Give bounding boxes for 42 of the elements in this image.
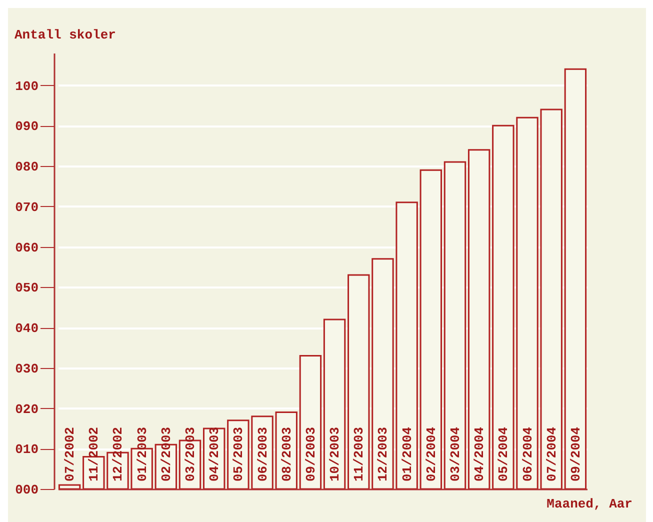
y-tick-label: 050 xyxy=(15,280,39,296)
x-tick-label: 05/2004 xyxy=(496,426,512,482)
y-tick-label: 060 xyxy=(15,240,39,256)
bar xyxy=(420,169,442,490)
x-tick-label: 12/2003 xyxy=(376,426,391,482)
x-tick-label: 01/2004 xyxy=(400,426,415,482)
x-tick-label: 04/2003 xyxy=(207,426,222,482)
x-tick-label: 09/2003 xyxy=(303,426,318,482)
x-tick-label: 07/2004 xyxy=(544,426,560,482)
x-tick-label: 11/2002 xyxy=(86,426,102,482)
y-tick-label: 100 xyxy=(15,78,39,94)
y-tick-label: 000 xyxy=(15,482,39,498)
bar xyxy=(58,484,81,490)
x-tick-label: 06/2004 xyxy=(520,426,536,482)
x-tick-label: 03/2004 xyxy=(448,426,463,482)
y-tick-label: 020 xyxy=(15,402,39,417)
y-tick-label: 070 xyxy=(15,200,39,215)
x-tick-label: 08/2003 xyxy=(279,426,294,482)
x-tick-label: 09/2004 xyxy=(568,426,584,482)
bar xyxy=(468,149,490,490)
bar xyxy=(564,68,587,490)
x-tick-label: 12/2002 xyxy=(110,426,126,482)
bar xyxy=(323,318,346,490)
x-axis-title: Maaned, Aar xyxy=(546,496,632,512)
x-tick-label: 01/2003 xyxy=(134,426,150,482)
y-tick-label: 040 xyxy=(15,321,39,336)
x-tick-label: 05/2003 xyxy=(231,426,246,482)
x-tick-label: 06/2003 xyxy=(255,426,270,482)
x-tick-label: 02/2004 xyxy=(424,426,439,482)
y-axis-title: Antall skoler xyxy=(14,28,116,42)
x-tick-label: 11/2003 xyxy=(352,426,367,482)
x-tick-label: 07/2002 xyxy=(62,426,78,482)
y-tick-label: 080 xyxy=(15,160,39,175)
y-tick-label: 090 xyxy=(15,119,39,134)
y-tick-label: 030 xyxy=(15,361,39,376)
x-tick-label: 02/2003 xyxy=(158,426,174,482)
x-tick-label: 10/2003 xyxy=(328,426,343,482)
bar xyxy=(348,274,370,490)
y-tick-label: 010 xyxy=(15,442,39,458)
x-tick-label: 04/2004 xyxy=(472,426,488,482)
bar xyxy=(444,161,466,490)
x-tick-label: 03/2003 xyxy=(183,426,198,482)
